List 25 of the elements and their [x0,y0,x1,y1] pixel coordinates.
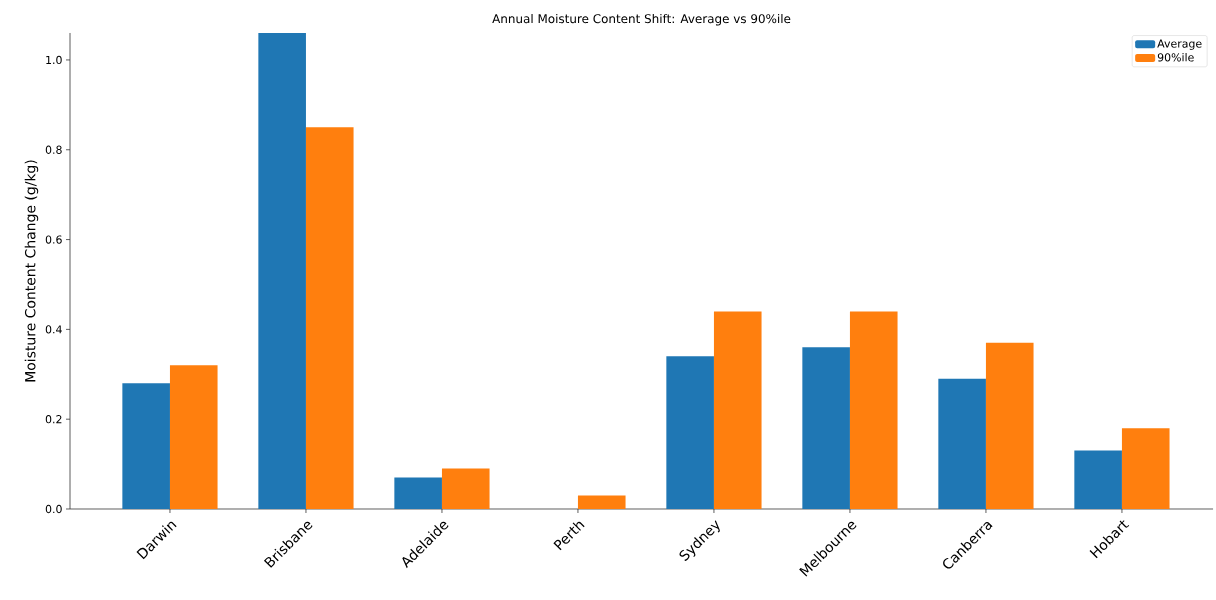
y-axis-title: Moisture Content Change (g/kg) [24,160,39,382]
bar [577,495,626,509]
bar [666,356,714,509]
bar [441,468,490,509]
bar [122,383,170,509]
y-tick-label: 1.0 [46,55,62,65]
bar [1121,428,1170,509]
chart-title: Annual Moisture Content Shift: Average vs 90%ile [492,13,791,26]
legend-label: 90%ile [1157,53,1194,62]
bar [394,477,442,509]
bar [849,311,898,509]
bar [258,32,306,509]
bar [985,342,1034,509]
bar [802,347,850,509]
bar [1074,450,1122,509]
y-tick-label: 0.4 [45,325,62,334]
legend-label: Average [1157,39,1202,50]
bar [713,311,762,509]
y-tick-label: 0.6 [45,235,62,244]
y-tick-label: 0.0 [45,504,62,514]
bar [169,365,218,509]
bar [305,127,354,509]
bar [938,378,986,509]
y-tick-label: 0.8 [45,145,62,154]
y-tick-label: 0.2 [45,415,62,424]
